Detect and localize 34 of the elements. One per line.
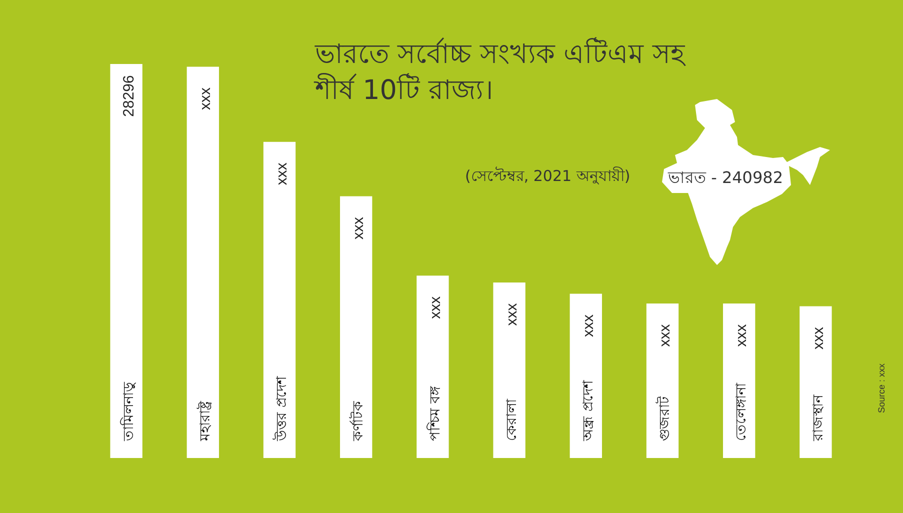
text: (সেপ্টেম্বর, 2021 অনুযায়ী) — [465, 166, 630, 185]
x-tick-label: উত্তর প্রদেশ — [273, 376, 290, 442]
x-tick-label: তেলেঙ্গানা — [734, 382, 750, 441]
bar — [570, 294, 602, 458]
data-label: xxx — [426, 296, 444, 319]
data-label: 28296 — [120, 75, 138, 117]
data-label: xxx — [274, 162, 291, 186]
chart-title: ভারতে সর্বোচ্চ সংখ্যক এটিএম সহ শীর্ষ 10টি রাজ্য। — [313, 37, 686, 106]
x-tick-label: গুজরাট — [656, 396, 674, 441]
data-label: xxx — [503, 302, 520, 326]
bar — [340, 196, 372, 458]
source-note: Source : xxx — [876, 362, 886, 413]
x-tick-label: রাজস্থান — [810, 394, 826, 442]
data-label: xxx — [656, 324, 674, 347]
bar — [723, 303, 756, 458]
x-tick-label: কর্ণাটক — [350, 401, 367, 442]
data-label: xxx — [810, 326, 827, 350]
x-tick-label: পশ্চিম বঙ্গ — [426, 386, 444, 441]
data-label: xxx — [580, 314, 598, 337]
bar — [110, 64, 142, 458]
bar — [646, 303, 679, 458]
data-label: xxx — [733, 324, 750, 347]
bar — [263, 142, 296, 458]
bar — [800, 306, 832, 458]
bar — [186, 66, 219, 458]
x-tick-label: অন্ধ্র প্রদেশ — [580, 380, 597, 442]
bar — [493, 282, 526, 458]
x-tick-label: মহারাষ্ট্র — [196, 400, 214, 442]
x-tick-label: তামিলনাড়ু — [120, 381, 137, 442]
x-tick-label: কেরালা — [504, 398, 520, 441]
bar — [416, 276, 449, 458]
data-label: xxx — [197, 86, 214, 110]
annotation: ভারত - 240982 — [667, 168, 784, 188]
data-label: xxx — [350, 216, 368, 240]
